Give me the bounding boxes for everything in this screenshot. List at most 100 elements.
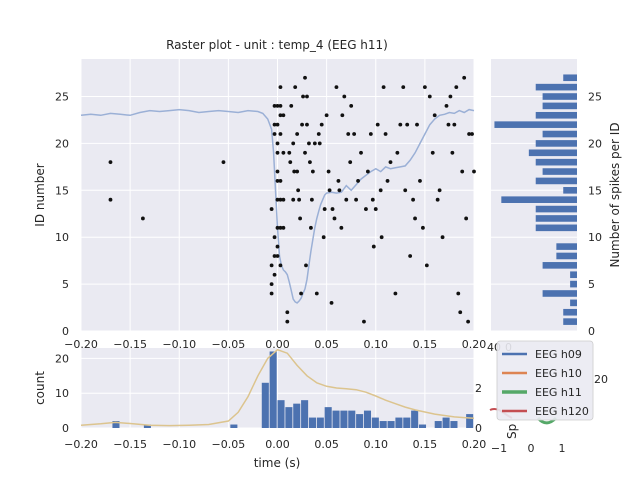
spike-dot xyxy=(332,216,337,221)
spike-dot xyxy=(278,103,283,108)
raster-y-tick-label: 5 xyxy=(62,278,69,291)
psth-bar xyxy=(403,417,411,428)
spikes-per-id-bar xyxy=(535,215,577,222)
raster-y-tick-label: 15 xyxy=(55,184,69,197)
spike-dot xyxy=(278,179,283,183)
spike-dot xyxy=(371,244,376,249)
spike-dot xyxy=(452,122,457,127)
spike-dot xyxy=(364,207,368,211)
spike-dot xyxy=(312,141,317,146)
spike-dot xyxy=(303,150,307,155)
spikes-per-id-tick-label: 25 xyxy=(588,91,602,104)
spike-dot xyxy=(291,197,296,202)
overlap-axes: 20 2 0 Sp 40 0 −1 0 1 xyxy=(475,341,608,455)
spike-dot xyxy=(344,197,349,202)
spikes-per-id-bar xyxy=(563,74,577,82)
spike-dot xyxy=(281,197,286,202)
spike-dot xyxy=(381,85,386,90)
raster-x-tick-label: 0.20 xyxy=(462,338,487,351)
psth-bar xyxy=(301,400,309,428)
spike-dot xyxy=(388,160,393,165)
psth-bar xyxy=(285,407,293,428)
psth-bar xyxy=(450,421,458,428)
overlap-tick-0: 0 xyxy=(475,422,482,435)
spike-dot xyxy=(289,103,294,108)
spike-dot xyxy=(462,75,467,80)
spike-dot xyxy=(317,141,322,146)
spikes-per-id-bar xyxy=(542,102,577,110)
spike-dot xyxy=(464,216,469,221)
spike-dot xyxy=(321,235,326,240)
spike-dot xyxy=(432,113,437,118)
spike-dot xyxy=(314,291,319,296)
spike-dot xyxy=(324,113,329,118)
psth-ylabel: count xyxy=(33,371,47,405)
legend-label: EEG h10 xyxy=(535,367,582,380)
spikes-per-id-bar xyxy=(535,83,577,91)
spike-dot xyxy=(418,179,422,183)
spike-dot xyxy=(327,188,332,193)
spikes-per-id-bar xyxy=(535,205,577,213)
spike-dot xyxy=(356,179,360,183)
psth-y-tick-label: 0 xyxy=(62,422,69,435)
spike-dot xyxy=(334,85,339,90)
spike-dot xyxy=(342,94,347,99)
overlap-tick-2: 2 xyxy=(475,382,482,395)
spike-dot xyxy=(450,150,455,155)
psth-bar xyxy=(411,410,419,428)
psth-bar xyxy=(387,421,395,428)
spike-dot xyxy=(305,94,309,99)
legend: EEG h09 EEG h10 EEG h11 EEG h120 xyxy=(496,340,594,421)
spike-dot xyxy=(281,113,286,118)
spikes-per-id-tick-label: 0 xyxy=(588,325,595,338)
spikes-per-id-bar xyxy=(570,271,577,279)
spikes-per-id-bar xyxy=(528,149,577,157)
spike-dot xyxy=(348,160,353,165)
spike-dot xyxy=(272,272,277,277)
raster-x-tick-label: 0.05 xyxy=(314,338,339,351)
spike-dot xyxy=(275,244,280,249)
raster-y-tick-label: 20 xyxy=(55,137,69,150)
spikes-per-id-bar xyxy=(542,290,577,297)
spike-dot xyxy=(278,197,283,202)
spike-dot xyxy=(300,122,304,127)
raster-x-tick-label: −0.15 xyxy=(113,338,147,351)
raster-ylabel: ID number xyxy=(33,163,47,226)
raster-y-tick-label: 25 xyxy=(55,91,69,104)
spike-dot xyxy=(281,225,286,230)
psth-bar xyxy=(363,410,372,428)
spike-dot xyxy=(272,254,277,258)
psth-plot: −0.20 −0.15 −0.10 −0.05 0.00 0.05 0.10 0.15 0.20… xyxy=(55,348,486,451)
spike-dot xyxy=(362,319,366,324)
spectrum-tick-1: 1 xyxy=(559,442,566,455)
spike-dot xyxy=(309,197,314,202)
spikes-per-id-bar xyxy=(494,121,577,128)
spike-dot xyxy=(301,94,305,99)
spike-dot xyxy=(385,179,390,183)
spike-dot xyxy=(440,235,445,240)
spikes-per-id-bar xyxy=(501,196,577,203)
spike-dot xyxy=(379,235,384,240)
spike-dot xyxy=(275,103,280,108)
spike-dot xyxy=(427,94,432,99)
psth-bar xyxy=(269,351,277,428)
spike-dot xyxy=(456,291,461,296)
spike-dot xyxy=(336,179,341,183)
spikes-per-id-bar xyxy=(542,93,577,100)
spike-dot xyxy=(352,132,357,136)
spike-dot xyxy=(467,132,471,136)
spike-dot xyxy=(326,169,331,174)
spikes-per-id-ylabel: Number of spikes per ID xyxy=(608,122,622,267)
legend-label: EEG h120 xyxy=(535,405,589,418)
spike-dot xyxy=(316,132,321,136)
spike-dot xyxy=(278,113,283,118)
psth-bar xyxy=(442,417,450,428)
overlap-tick-20: 20 xyxy=(594,373,608,386)
spike-dot xyxy=(275,150,280,155)
spike-dot xyxy=(299,291,303,296)
spikes-per-id-tick-label: 20 xyxy=(588,137,602,150)
average-trace-line xyxy=(80,108,475,304)
spikes-per-id-tick-label: 5 xyxy=(588,278,595,291)
spike-dot xyxy=(430,150,435,155)
spikes-per-id-bar xyxy=(542,130,577,138)
